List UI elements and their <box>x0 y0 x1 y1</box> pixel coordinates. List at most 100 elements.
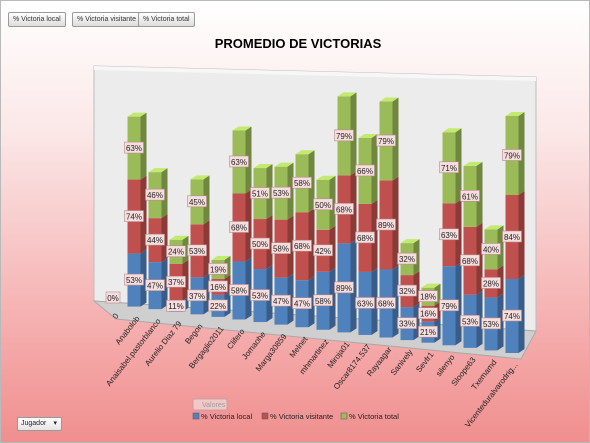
data-label-box <box>229 284 249 296</box>
data-label-box <box>313 294 333 307</box>
bar-top <box>379 97 399 102</box>
data-label-box <box>439 299 459 312</box>
data-label-box <box>397 317 417 329</box>
data-label-box <box>166 245 186 258</box>
data-label: 47% <box>273 297 289 306</box>
data-label-box <box>166 299 186 312</box>
data-label: 33% <box>399 320 415 329</box>
data-label: 68% <box>357 234 373 243</box>
legend-swatch <box>192 412 200 420</box>
data-label: 44% <box>147 236 163 245</box>
data-label-box <box>124 273 144 286</box>
data-label-box <box>313 244 333 257</box>
data-label-box <box>418 325 438 338</box>
data-label: 50% <box>252 240 268 249</box>
data-label: 74% <box>504 312 520 321</box>
data-label-box <box>334 281 354 294</box>
data-label: 63% <box>441 231 457 240</box>
bar-top <box>442 128 462 133</box>
data-label-box <box>334 203 354 215</box>
legend-title-box <box>192 398 228 411</box>
category-label: Sanively <box>389 348 415 377</box>
bar-top <box>316 175 336 180</box>
data-label: 53% <box>252 292 268 301</box>
data-label-box <box>187 289 207 302</box>
data-label-box <box>187 195 207 208</box>
data-label-box <box>355 231 375 244</box>
data-label: 58% <box>294 179 310 188</box>
data-label: 63% <box>231 158 247 167</box>
field-button-total[interactable]: % Victoria total <box>138 12 195 27</box>
data-label: 22% <box>210 302 226 311</box>
data-label: 63% <box>357 299 373 308</box>
data-label-box <box>208 263 228 275</box>
legend-entry: % Victoria local <box>201 412 252 421</box>
data-label-box <box>439 161 459 174</box>
bar-top <box>358 133 378 138</box>
data-label-box <box>355 297 375 309</box>
data-label: 40% <box>483 245 499 254</box>
data-label: 32% <box>399 287 415 296</box>
data-label: 63% <box>126 144 142 153</box>
data-label-box <box>105 291 121 304</box>
data-label-box <box>271 294 291 307</box>
data-label: 47% <box>147 282 163 291</box>
data-label: 45% <box>189 198 205 207</box>
data-label-box <box>229 221 249 233</box>
data-label: 53% <box>483 320 499 329</box>
data-label: 79% <box>504 152 520 161</box>
data-label: 58% <box>273 245 289 254</box>
legend-swatch <box>261 412 269 420</box>
data-label: 47% <box>294 300 310 309</box>
data-label-box <box>439 228 459 241</box>
data-label-box <box>481 243 501 255</box>
data-label: 21% <box>420 328 436 337</box>
data-label-box <box>502 149 522 161</box>
data-label: 16% <box>210 283 226 292</box>
data-label-box <box>376 134 396 147</box>
data-label-box <box>481 317 501 330</box>
axis-filter-label: Jugador <box>21 420 47 427</box>
data-label-box <box>292 176 312 189</box>
bar-top <box>400 239 420 244</box>
field-button-local[interactable]: % Victoria local <box>8 12 66 27</box>
data-label: 68% <box>378 300 394 309</box>
data-label-box <box>124 210 144 222</box>
chevron-down-icon: ▾ <box>53 420 57 427</box>
data-label: 79% <box>336 132 352 141</box>
bar-top <box>127 112 147 117</box>
bar-top <box>421 283 441 288</box>
data-label: 61% <box>462 192 478 201</box>
data-label: 51% <box>252 190 268 199</box>
data-label-box <box>187 244 207 257</box>
data-label-box <box>145 188 165 201</box>
legend-swatch <box>340 412 348 420</box>
bar-top <box>274 162 294 167</box>
data-label: 68% <box>294 242 310 251</box>
data-label: 74% <box>126 213 142 222</box>
bar-top <box>337 92 357 97</box>
data-label-box <box>229 155 249 168</box>
data-label: 89% <box>336 284 352 293</box>
data-label-box <box>124 141 144 154</box>
data-label-box <box>502 230 522 243</box>
data-label: 46% <box>147 191 163 200</box>
data-label: 53% <box>189 247 205 256</box>
data-label: 89% <box>378 221 394 230</box>
data-label-box <box>250 187 270 199</box>
data-label: 53% <box>273 189 289 198</box>
data-label-box <box>397 252 417 265</box>
axis-filter-dropdown[interactable]: Jugador ▾ <box>17 417 62 431</box>
data-label: 16% <box>420 310 436 319</box>
category-label: 0 <box>111 311 121 320</box>
data-label: 68% <box>231 223 247 232</box>
data-label: 84% <box>504 233 520 242</box>
data-label-box <box>292 297 312 310</box>
data-label-box <box>376 218 396 231</box>
data-label: 32% <box>399 255 415 264</box>
data-label-box <box>271 242 291 254</box>
data-label: 71% <box>441 164 457 173</box>
data-label-box <box>250 289 270 301</box>
data-label: 19% <box>210 265 226 274</box>
